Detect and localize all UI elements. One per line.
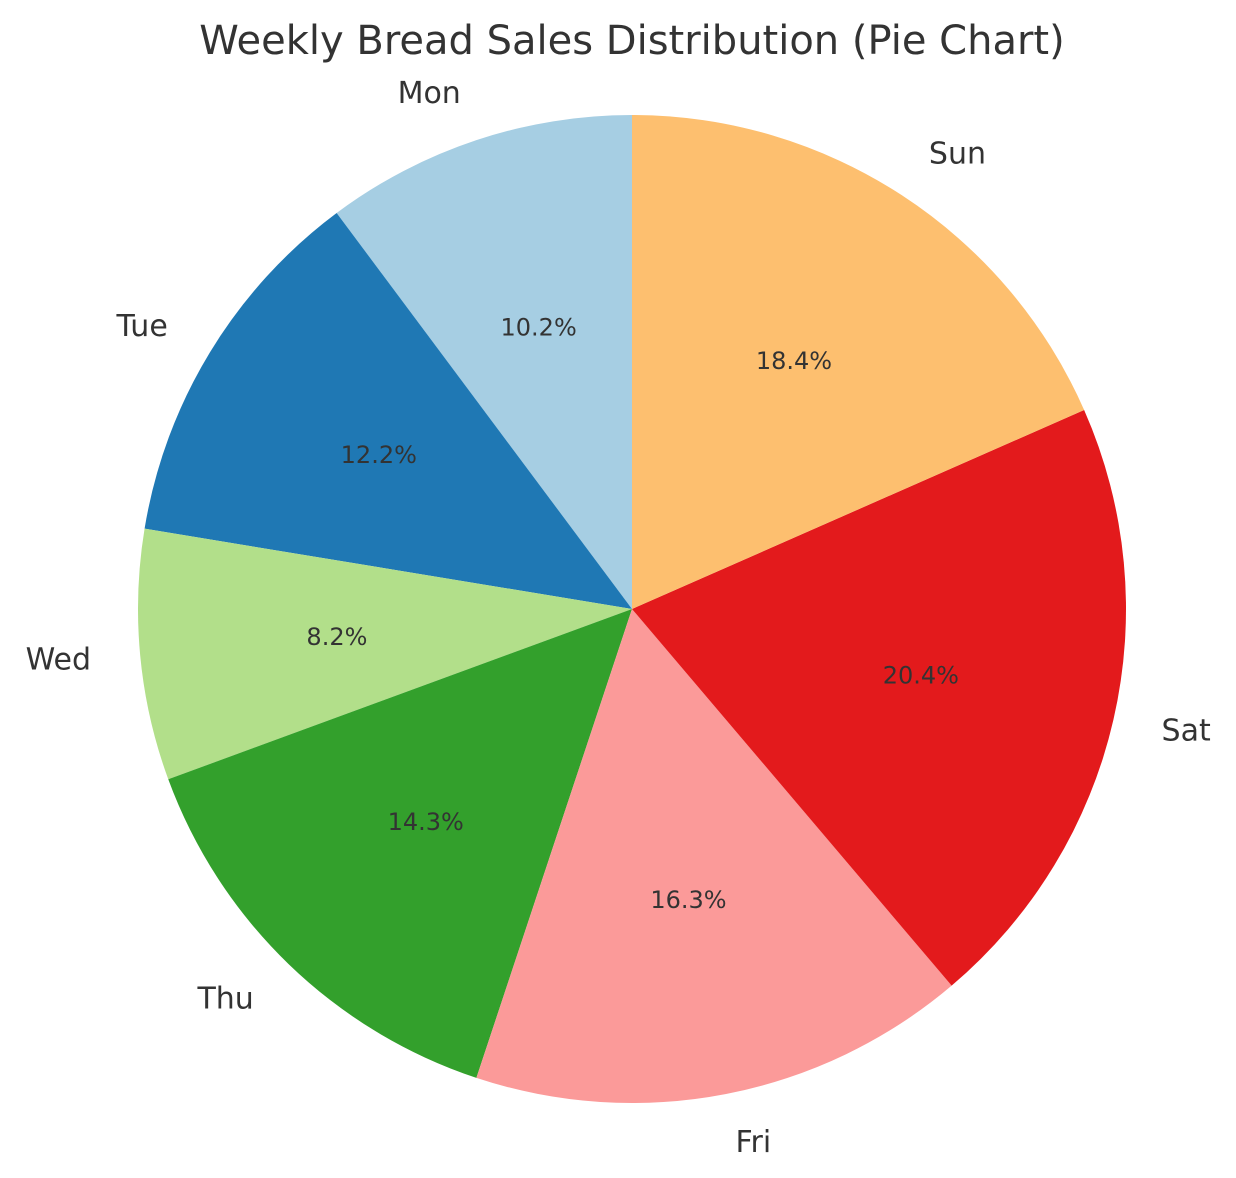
category-label-sat: Sat: [1162, 713, 1211, 748]
percent-label-tue: 12.2%: [341, 441, 417, 469]
category-label-mon: Mon: [398, 76, 461, 111]
pie-slice-tue: [144, 213, 632, 609]
pie-slice-sat: [632, 409, 1127, 986]
percent-label-sat: 20.4%: [883, 661, 959, 689]
chart-title: Weekly Bread Sales Distribution (Pie Cha…: [199, 18, 1064, 64]
percent-label-wed: 8.2%: [306, 623, 367, 651]
category-labels: Mon Tue Wed Thu Fri Sat Sun: [26, 76, 1211, 1160]
pie-slice-thu: [168, 609, 632, 1078]
category-label-fri: Fri: [735, 1125, 771, 1160]
category-label-thu: Thu: [196, 982, 253, 1017]
category-label-wed: Wed: [26, 643, 91, 678]
percent-label-thu: 14.3%: [388, 808, 464, 836]
percent-label-mon: 10.2%: [501, 314, 577, 342]
category-label-sun: Sun: [929, 136, 986, 171]
percent-labels: 10.2% 12.2% 8.2% 14.3% 16.3% 20.4% 18.4%: [306, 314, 959, 914]
pie-slice-mon: [336, 115, 632, 609]
pie-slice-sun: [632, 115, 1085, 609]
percent-label-fri: 16.3%: [650, 886, 726, 914]
pie-slices: [138, 115, 1127, 1103]
category-label-tue: Tue: [116, 309, 168, 344]
percent-label-sun: 18.4%: [756, 347, 832, 375]
pie-slice-wed: [138, 528, 633, 780]
pie-slice-fri: [476, 609, 952, 1103]
